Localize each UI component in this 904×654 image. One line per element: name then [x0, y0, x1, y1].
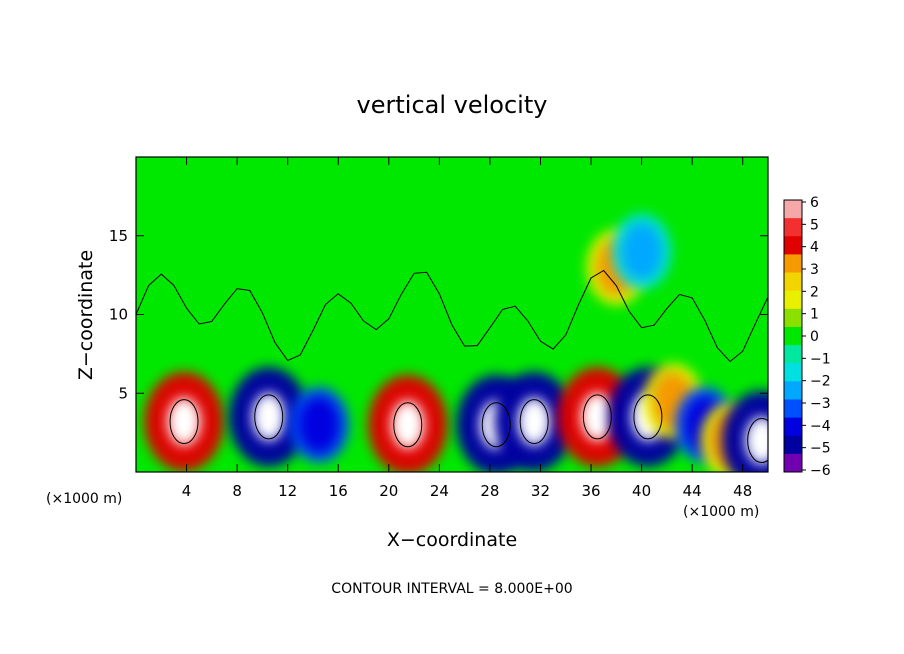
- x-tick-label: 44: [683, 482, 702, 500]
- contour-line: [481, 402, 511, 448]
- x-axis-label: X−coordinate: [387, 529, 517, 551]
- colorbar-swatch: [784, 290, 802, 310]
- x-tick-label: 24: [430, 482, 449, 500]
- velocity-field: [144, 213, 768, 472]
- x-tick-label: 28: [480, 482, 499, 500]
- x-tick-label: 8: [232, 482, 242, 500]
- x-tick-label: 12: [278, 482, 297, 500]
- colorbar-label: 5: [810, 217, 819, 233]
- colorbar-label: 2: [810, 284, 819, 300]
- colorbar-swatch: [784, 200, 802, 219]
- colorbar-label: −3: [810, 396, 831, 412]
- colorbar-swatch: [784, 345, 802, 364]
- colorbar-swatch: [784, 399, 802, 419]
- x-unit-right: (×1000 m): [683, 504, 759, 520]
- colorbar-label: −5: [810, 441, 831, 457]
- colorbar-swatch: [784, 236, 802, 255]
- colorbar-label: 0: [810, 329, 819, 345]
- colorbar-swatch: [784, 435, 802, 455]
- chart-title: vertical velocity: [357, 91, 548, 119]
- x-unit-left: (×1000 m): [46, 491, 122, 507]
- colorbar-label: −2: [810, 374, 831, 390]
- colorbar-swatch: [784, 417, 802, 437]
- x-tick-label: 16: [329, 482, 348, 500]
- x-tick-label: 40: [632, 482, 651, 500]
- colorbar-swatch: [784, 308, 802, 328]
- x-axis-ticks: 4 8 12 16 20 24 28 32 36 40 44 48: [182, 157, 752, 500]
- colorbar-label: −4: [810, 418, 831, 434]
- colorbar-swatch: [784, 326, 802, 346]
- colorbar-swatch: [784, 363, 802, 382]
- y-axis-label: Z−coordinate: [75, 250, 97, 380]
- contour-lines: [136, 269, 768, 463]
- y-axis-ticks: 5 10 15: [109, 227, 768, 402]
- x-tick-label: 20: [379, 482, 398, 500]
- field-cell: [228, 366, 309, 467]
- field-cell: [494, 371, 575, 472]
- contour-line: [747, 418, 768, 463]
- contour-line: [582, 394, 612, 440]
- colorbar: 6 5 4 3 2 1 0 −1 −2 −3 −4 −5 −6: [783, 195, 831, 479]
- contour-line: [633, 394, 663, 440]
- colorbar-label: 1: [810, 307, 819, 323]
- y-tick-label: 10: [109, 306, 128, 324]
- colorbar-label: −6: [810, 463, 831, 479]
- colorbar-label: 6: [810, 195, 819, 211]
- contour-line: [519, 399, 549, 445]
- x-tick-label: 4: [182, 482, 192, 500]
- field-cell: [611, 213, 672, 290]
- x-tick-label: 48: [733, 482, 752, 500]
- contour-line: [136, 269, 768, 363]
- colorbar-swatch: [784, 381, 802, 400]
- y-tick-label: 5: [118, 384, 128, 402]
- colorbar-label: −1: [810, 351, 831, 367]
- y-tick-label: 15: [109, 227, 128, 245]
- contour-line: [393, 402, 423, 448]
- contour-interval-note: CONTOUR INTERVAL = 8.000E+00: [331, 581, 572, 597]
- colorbar-swatch: [784, 272, 802, 292]
- contour-line: [254, 394, 284, 440]
- contour-line: [169, 399, 199, 445]
- field-cell: [367, 374, 448, 472]
- colorbar-swatch: [784, 453, 802, 473]
- x-tick-label: 36: [581, 482, 600, 500]
- colorbar-label: 3: [810, 262, 819, 278]
- field-cell: [144, 371, 225, 472]
- field-cell: [289, 386, 350, 463]
- colorbar-label: 4: [810, 240, 819, 256]
- x-tick-label: 32: [531, 482, 550, 500]
- colorbar-swatch: [784, 254, 802, 274]
- colorbar-swatch: [784, 218, 802, 237]
